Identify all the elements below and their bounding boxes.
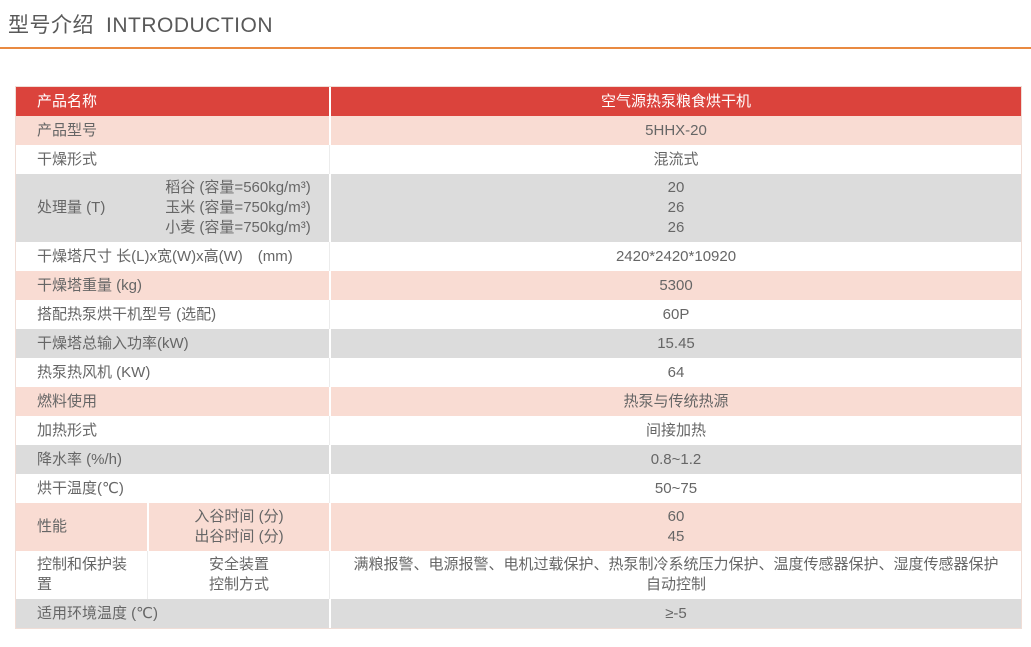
row-value-line: 0.8~1.2 bbox=[650, 450, 702, 468]
row-value-line: 64 bbox=[667, 363, 685, 381]
row-sublabel: 出谷时间 (分) bbox=[194, 528, 284, 545]
table-row: 加热形式 间接加热 bbox=[16, 416, 1021, 445]
page-header: 型号介绍 INTRODUCTION bbox=[0, 0, 1031, 39]
row-sublabels: 入谷时间 (分) 出谷时间 (分) bbox=[147, 503, 329, 551]
row-label: 干燥形式 bbox=[37, 150, 98, 168]
table-row: 干燥形式 混流式 bbox=[16, 145, 1021, 174]
table-row: 控制和保护装置 安全装置 控制方式 满粮报警、电源报警、电机过载保护、热泵制冷系统压力… bbox=[16, 551, 1021, 599]
row-value-line: 满粮报警、电源报警、电机过载保护、热泵制冷系统压力保护、温度传感器保护、湿度传感… bbox=[353, 556, 999, 573]
table-row: 性能 入谷时间 (分) 出谷时间 (分) 60 45 bbox=[16, 503, 1021, 551]
row-label: 性能 bbox=[37, 518, 68, 535]
table-header-value: 空气源热泵粮食烘干机 bbox=[329, 87, 1021, 116]
row-value-line: 26 bbox=[667, 219, 685, 236]
row-value-line: 20 bbox=[667, 179, 685, 196]
row-value: 60 45 bbox=[329, 503, 1021, 551]
table-row: 适用环境温度 (℃) ≥-5 bbox=[16, 599, 1021, 628]
row-value: ≥-5 bbox=[329, 599, 1021, 628]
row-value: 2420*2420*10920 bbox=[329, 242, 1021, 271]
table-row: 干燥塔尺寸 长(L)x宽(W)x高(W) (mm) 2420*2420*10920 bbox=[16, 242, 1021, 271]
row-label: 燃料使用 bbox=[37, 392, 98, 410]
row-value-line: 60P bbox=[662, 305, 690, 323]
title-divider bbox=[0, 47, 1031, 49]
table-header-row: 产品名称 空气源热泵粮食烘干机 bbox=[16, 87, 1021, 116]
row-sublabel: 小麦 (容量=750kg/m³) bbox=[165, 219, 311, 236]
table-row: 搭配热泵烘干机型号 (选配) 60P bbox=[16, 300, 1021, 329]
table-row: 处理量 (T) 稻谷 (容量=560kg/m³) 玉米 (容量=750kg/m³) 小… bbox=[16, 174, 1021, 242]
row-value: 5HHX-20 bbox=[329, 116, 1021, 145]
row-value-line: ≥-5 bbox=[665, 604, 687, 622]
table-row: 热泵热风机 (KW) 64 bbox=[16, 358, 1021, 387]
row-label: 干燥塔重量 (kg) bbox=[37, 276, 143, 294]
row-sublabels: 安全装置 控制方式 bbox=[147, 551, 329, 599]
row-label: 产品型号 bbox=[37, 121, 98, 139]
row-value-line: 间接加热 bbox=[645, 421, 706, 439]
row-value: 20 26 26 bbox=[329, 174, 1021, 242]
row-value: 0.8~1.2 bbox=[329, 445, 1021, 474]
row-value-line: 60 bbox=[667, 508, 685, 525]
row-value: 混流式 bbox=[329, 145, 1021, 174]
table-header-label: 产品名称 bbox=[37, 92, 98, 110]
row-value-line: 5HHX-20 bbox=[645, 121, 707, 139]
row-label: 干燥塔尺寸 长(L)x宽(W)x高(W) (mm) bbox=[37, 247, 293, 265]
row-sublabel: 玉米 (容量=750kg/m³) bbox=[165, 199, 311, 216]
page-title-en: INTRODUCTION bbox=[106, 14, 273, 37]
table-row: 干燥塔总输入功率(kW) 15.45 bbox=[16, 329, 1021, 358]
row-value-line: 50~75 bbox=[654, 479, 698, 497]
table-row: 产品型号 5HHX-20 bbox=[16, 116, 1021, 145]
page-title: 型号介绍 INTRODUCTION bbox=[8, 12, 1031, 39]
table-row: 烘干温度(℃) 50~75 bbox=[16, 474, 1021, 503]
row-label: 控制和保护装置 bbox=[37, 556, 128, 593]
row-sublabel: 入谷时间 (分) bbox=[194, 508, 284, 525]
row-sublabels: 稻谷 (容量=560kg/m³) 玉米 (容量=750kg/m³) 小麦 (容量=7… bbox=[147, 174, 329, 242]
row-value-line: 45 bbox=[667, 528, 685, 545]
row-label: 加热形式 bbox=[37, 421, 98, 439]
row-value-line: 5300 bbox=[659, 276, 693, 294]
row-value: 间接加热 bbox=[329, 416, 1021, 445]
row-sublabel: 控制方式 bbox=[208, 576, 269, 593]
row-sublabel: 安全装置 bbox=[208, 556, 269, 573]
row-value: 5300 bbox=[329, 271, 1021, 300]
row-label: 干燥塔总输入功率(kW) bbox=[37, 334, 189, 352]
row-value: 50~75 bbox=[329, 474, 1021, 503]
row-value: 热泵与传统热源 bbox=[329, 387, 1021, 416]
row-label: 适用环境温度 (℃) bbox=[37, 604, 159, 622]
row-label: 处理量 (T) bbox=[37, 199, 106, 216]
row-value-line: 15.45 bbox=[657, 334, 695, 352]
row-sublabel: 稻谷 (容量=560kg/m³) bbox=[165, 179, 311, 196]
spec-table: 产品名称 空气源热泵粮食烘干机 产品型号 5HHX-20 干燥形式 混流式处理量 (T… bbox=[15, 86, 1022, 629]
row-value: 60P bbox=[329, 300, 1021, 329]
page-title-zh: 型号介绍 bbox=[8, 14, 94, 37]
table-body: 产品型号 5HHX-20 干燥形式 混流式处理量 (T) 稻谷 (容量=560kg/m³… bbox=[16, 116, 1021, 628]
row-value-line: 热泵与传统热源 bbox=[623, 392, 729, 410]
table-row: 干燥塔重量 (kg) 5300 bbox=[16, 271, 1021, 300]
row-label: 降水率 (%/h) bbox=[37, 450, 123, 468]
row-value: 满粮报警、电源报警、电机过载保护、热泵制冷系统压力保护、温度传感器保护、湿度传感… bbox=[329, 551, 1021, 599]
table-row: 降水率 (%/h) 0.8~1.2 bbox=[16, 445, 1021, 474]
row-label: 热泵热风机 (KW) bbox=[37, 363, 151, 381]
row-value-line: 26 bbox=[667, 199, 685, 216]
row-label: 搭配热泵烘干机型号 (选配) bbox=[37, 305, 217, 323]
row-value-line: 2420*2420*10920 bbox=[615, 247, 737, 265]
table-row: 燃料使用 热泵与传统热源 bbox=[16, 387, 1021, 416]
row-value-line: 混流式 bbox=[653, 150, 699, 168]
row-label: 烘干温度(℃) bbox=[37, 479, 124, 497]
row-value-line: 自动控制 bbox=[645, 576, 706, 593]
row-value: 64 bbox=[329, 358, 1021, 387]
row-value: 15.45 bbox=[329, 329, 1021, 358]
